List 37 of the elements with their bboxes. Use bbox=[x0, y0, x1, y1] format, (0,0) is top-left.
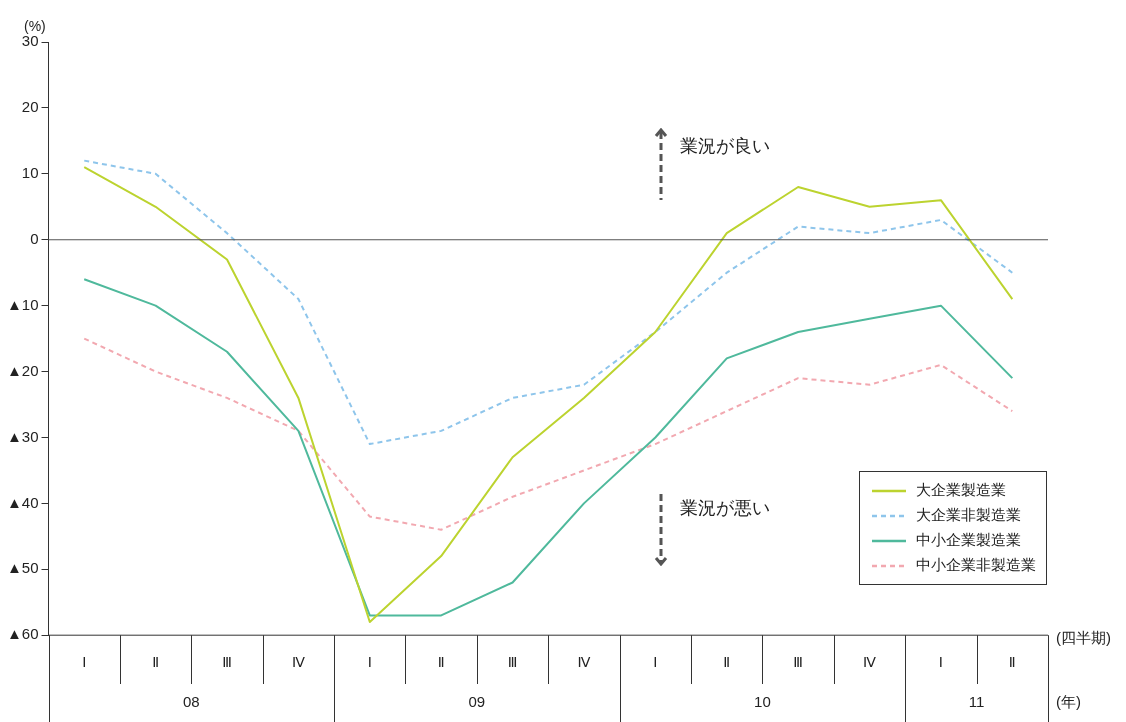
x-tick-label: Ⅲ bbox=[507, 654, 518, 671]
x-tick-label: Ⅱ bbox=[152, 654, 160, 671]
x-tick-label: Ⅰ bbox=[367, 654, 372, 671]
legend-label: 大企業製造業 bbox=[916, 481, 1006, 500]
annotation: 業況が悪い bbox=[680, 497, 770, 520]
y-tick-label: 10 bbox=[21, 163, 39, 181]
x-tick-label: Ⅳ bbox=[863, 654, 877, 671]
legend-label: 中小企業製造業 bbox=[916, 531, 1021, 550]
y-tick-label: ▲30 bbox=[7, 427, 39, 445]
x-tick-label: Ⅱ bbox=[723, 654, 731, 671]
text: 08 bbox=[182, 693, 200, 711]
y-tick-label: ▲20 bbox=[7, 361, 39, 379]
x-tick-label: Ⅱ bbox=[437, 654, 445, 671]
y-tick-label: ▲40 bbox=[7, 493, 39, 511]
x-tick-label: Ⅳ bbox=[577, 654, 591, 671]
x-tick-label: Ⅲ bbox=[793, 654, 803, 671]
line-series bbox=[83, 159, 1014, 446]
text: (年) bbox=[1056, 693, 1081, 711]
y-axis-title: (%) bbox=[24, 17, 46, 34]
y-tick-label: 0 bbox=[30, 229, 39, 247]
text: 11 bbox=[968, 693, 985, 711]
x-tick-label: Ⅳ bbox=[291, 654, 305, 671]
legend-label: 大企業非製造業 bbox=[916, 506, 1021, 525]
x-tick-label: Ⅰ bbox=[938, 654, 943, 671]
x-tick-label: Ⅰ bbox=[82, 654, 87, 671]
legend-label: 中小企業非製造業 bbox=[916, 556, 1036, 575]
x-tick-label: Ⅱ bbox=[1008, 654, 1016, 671]
y-tick-label: ▲50 bbox=[7, 559, 39, 577]
y-tick-label: ▲10 bbox=[7, 295, 39, 313]
text: (四半期) bbox=[1056, 629, 1111, 647]
text: 10 bbox=[754, 693, 771, 711]
annotation: 業況が良い bbox=[680, 135, 770, 158]
x-tick-label: Ⅰ bbox=[653, 654, 658, 671]
text: 09 bbox=[468, 693, 486, 711]
x-tick-label: Ⅲ bbox=[222, 654, 232, 671]
y-tick-label: 20 bbox=[21, 98, 39, 116]
y-tick-label: ▲60 bbox=[7, 625, 39, 643]
